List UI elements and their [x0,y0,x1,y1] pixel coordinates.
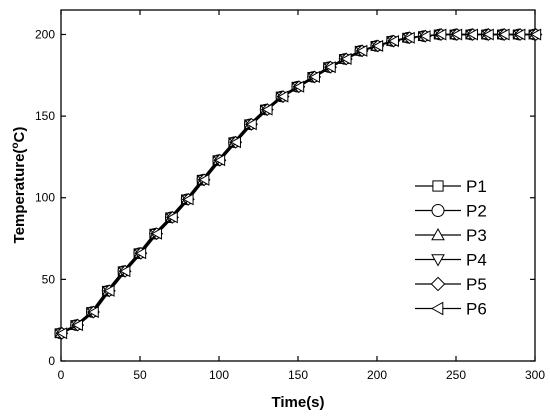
y-tick-label: 150 [35,109,55,123]
y-axis-title-tail: C) [11,127,28,143]
data-point-marker [230,136,241,149]
legend-label: P6 [466,300,487,319]
data-point-marker [135,247,147,260]
x-tick-label: 300 [525,368,545,382]
x-tick-label: 0 [58,368,65,382]
plot-frame [60,9,536,362]
data-point-marker [87,305,99,319]
y-axis-title-superscript: o [10,142,21,148]
series-line [59,33,535,334]
data-point-marker [245,118,257,131]
y-axis-title-main: Temperature( [11,149,28,244]
data-point-marker [309,70,320,83]
y-axis-title: Temperature(oC) [10,127,28,244]
series-line [61,33,536,334]
y-tick-label: 100 [35,191,55,205]
data-point-marker [467,28,478,41]
series-layer [54,28,543,340]
series-line [61,33,536,334]
data-point-marker [498,28,510,41]
data-point-marker [56,327,68,340]
data-point-marker [340,52,352,66]
x-tick-label: 200 [367,368,387,382]
legend-marker [431,254,445,267]
data-point-marker [435,28,447,41]
y-tick-label: 0 [48,354,55,368]
data-point-marker [182,193,194,206]
legend-label: P3 [466,226,487,245]
legend-item-P1: P1 [415,177,487,196]
legend-item-P5: P5 [415,275,487,294]
data-point-marker [119,265,131,278]
data-point-marker [261,103,273,116]
y-tick-label: 200 [35,27,55,41]
data-point-marker [451,28,463,41]
legend-marker [432,180,444,192]
legend-marker [431,204,445,217]
data-point-marker [166,211,178,224]
legend-item-P2: P2 [415,202,487,221]
data-point-marker [530,28,542,41]
legend-label: P1 [466,177,487,196]
legend-label: P2 [466,202,487,221]
data-point-marker [419,30,431,43]
data-point-marker [151,227,162,240]
data-point-marker [388,34,399,48]
x-tick-label: 150 [288,368,308,382]
data-point-marker [356,44,368,57]
legend-label: P5 [466,275,487,294]
data-point-marker [198,173,210,186]
series-line [59,33,534,334]
data-point-marker [72,319,83,332]
data-point-marker [482,28,494,41]
data-point-marker [514,28,526,41]
legend-item-P3: P3 [415,226,487,245]
x-tick-label: 50 [133,368,147,382]
data-point-marker [293,80,305,93]
data-point-marker [403,31,415,44]
legend-item-P4: P4 [415,251,487,270]
y-tick-label: 50 [42,272,56,286]
x-axis-title: Time(s) [271,394,324,411]
axis-ticks: 0 50 100 150 200 250 300 0 50 100 150 200 [35,10,545,382]
legend-label: P4 [466,251,487,270]
legend-marker [430,276,446,292]
legend: P1 P2 P3 P4 P5 P6 [415,177,487,319]
legend-item-P6: P6 [415,300,487,319]
x-tick-label: 250 [446,368,466,382]
legend-marker [431,227,445,241]
x-tick-label: 100 [209,368,229,382]
data-point-marker [214,154,226,167]
data-point-marker [103,284,115,297]
data-point-marker [324,61,336,74]
series-line [60,33,535,334]
legend-marker [430,301,444,316]
data-point-marker [372,39,384,52]
series-P6 [56,28,542,340]
data-point-marker [277,90,289,103]
